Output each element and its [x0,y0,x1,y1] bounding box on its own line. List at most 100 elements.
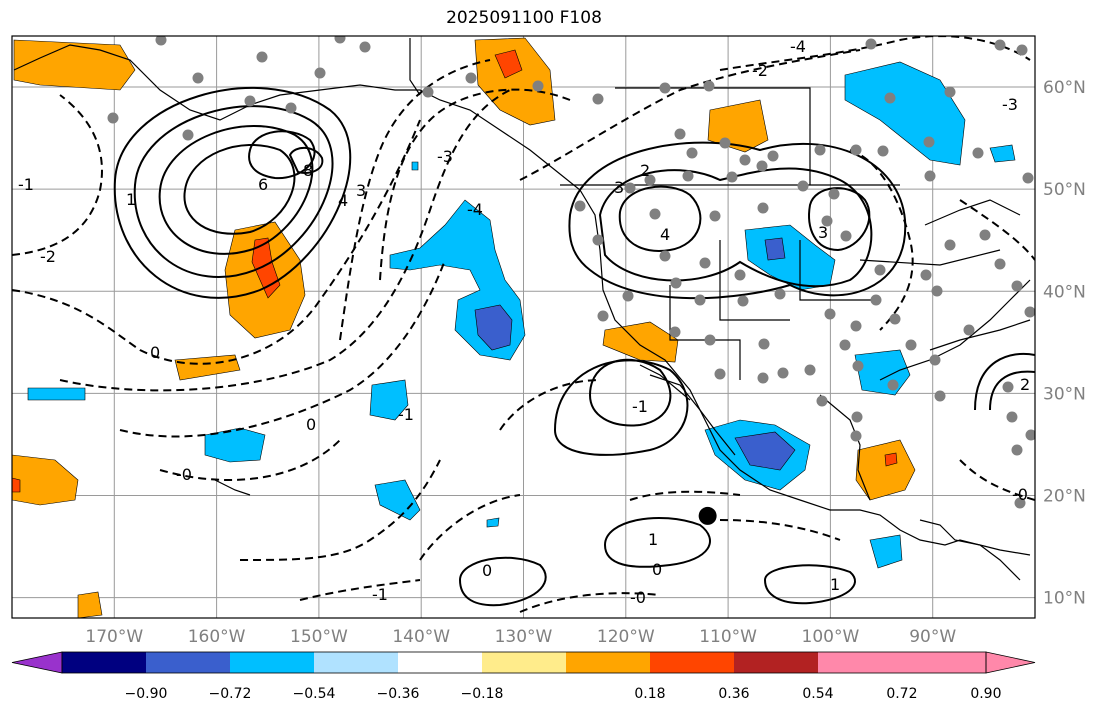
station-dot [739,154,751,166]
station-dot [814,144,826,156]
colorbar-bin [650,652,735,673]
station-dot [659,82,671,94]
station-dot [924,170,936,182]
colorbar-tick-labels: −0.90 −0.72 −0.54 −0.36 −0.18 0.18 0.36 … [125,686,1002,702]
colorbar-tick-label: −0.36 [377,686,420,702]
colorbar-bin [902,652,987,673]
plot-frame [11,35,1036,619]
contour-label: -3 [437,147,453,166]
station-dot [314,67,326,79]
station-dot [884,92,896,104]
anomaly-positive [602,321,679,363]
station-dot [574,200,586,212]
station-dot [1011,444,1023,456]
station-dot [734,269,746,281]
colorbar-tick-label: 0.54 [802,686,833,702]
station-dot [719,137,731,149]
station-dot [622,290,634,302]
colorbar-tick-label: 0.90 [970,686,1001,702]
lat-label: 20°N [1043,486,1086,506]
station-dot [686,147,698,159]
lon-label: 100°W [802,627,860,647]
station-dot [649,208,661,220]
anomaly-positive [474,37,556,126]
station-dot [777,367,789,379]
anomaly-moderate-negative [734,431,796,471]
station-dot [699,257,711,269]
contour-label: -2 [40,247,56,266]
contour-label: 3 [818,223,828,242]
contours-negative [12,36,1035,613]
station-dot [887,379,899,391]
anomaly-strong-positive [494,49,523,79]
contour-label: 6 [258,175,268,194]
station-dot [972,147,984,159]
station-dot [709,210,721,222]
station-dot [757,202,769,214]
station-dot [670,277,682,289]
station-dot [905,339,917,351]
map-title: 2025091100 F108 [446,8,602,28]
station-dot [285,102,297,114]
station-dot [737,295,749,307]
contour-label: 3 [614,178,624,197]
station-dot [923,136,935,148]
colorbar-bin [398,652,483,673]
station-dot [944,239,956,251]
station-dot [682,170,694,182]
station-dot [824,308,836,320]
colorbar-extend-low [11,651,63,674]
station-dot [1025,429,1035,441]
colorbar-bin [230,652,315,673]
station-dot [850,320,862,332]
lon-label: 150°W [290,627,348,647]
lat-label: 40°N [1043,282,1086,302]
station-dot [1006,411,1018,423]
anomaly-negative [486,517,500,528]
station-dots [107,36,1035,509]
station-dot [659,250,671,262]
station-dot [934,390,946,402]
contour-label: -3 [1002,95,1018,114]
station-dot [756,160,768,172]
contour-label: -1 [632,397,648,416]
station-dot [1011,280,1023,292]
lat-label: 10°N [1043,589,1086,609]
station-dot [944,86,956,98]
contour-label: -0 [1012,485,1028,504]
lon-label: 90°W [909,627,956,647]
anomaly-negative [869,534,903,569]
contour-label: -1 [398,405,414,424]
station-dot [797,180,809,192]
lon-label: 160°W [188,627,246,647]
colorbar-bin [146,652,231,673]
anomaly-positive [12,454,79,506]
station-dot [931,285,943,297]
station-dot [465,72,477,84]
contour-label: -4 [467,200,483,219]
station-dot [816,395,828,407]
lon-label: 120°W [597,627,655,647]
contour-label: 2 [640,161,650,180]
lat-label: 50°N [1043,180,1086,200]
station-dot [851,411,863,423]
anomaly-negative [369,379,409,421]
station-dot [758,338,770,350]
station-dot [597,310,609,322]
station-dot [669,326,681,338]
colorbar-outline [61,651,987,674]
colorbar-bin [482,652,567,673]
longitude-labels: 170°W 160°W 150°W 140°W 130°W 120°W 110°… [85,627,956,647]
station-dot [107,112,119,124]
station-dot [532,80,544,92]
station-dot [979,229,991,241]
contour-label: 0 [652,560,662,579]
station-dot [422,86,434,98]
contour-label: -0 [176,465,192,484]
anomaly-positive [855,439,916,501]
station-dot [624,182,636,194]
station-dot [256,51,268,63]
station-dot [644,174,656,186]
anomaly-positive [174,354,241,381]
contour-label: 4 [660,225,670,244]
